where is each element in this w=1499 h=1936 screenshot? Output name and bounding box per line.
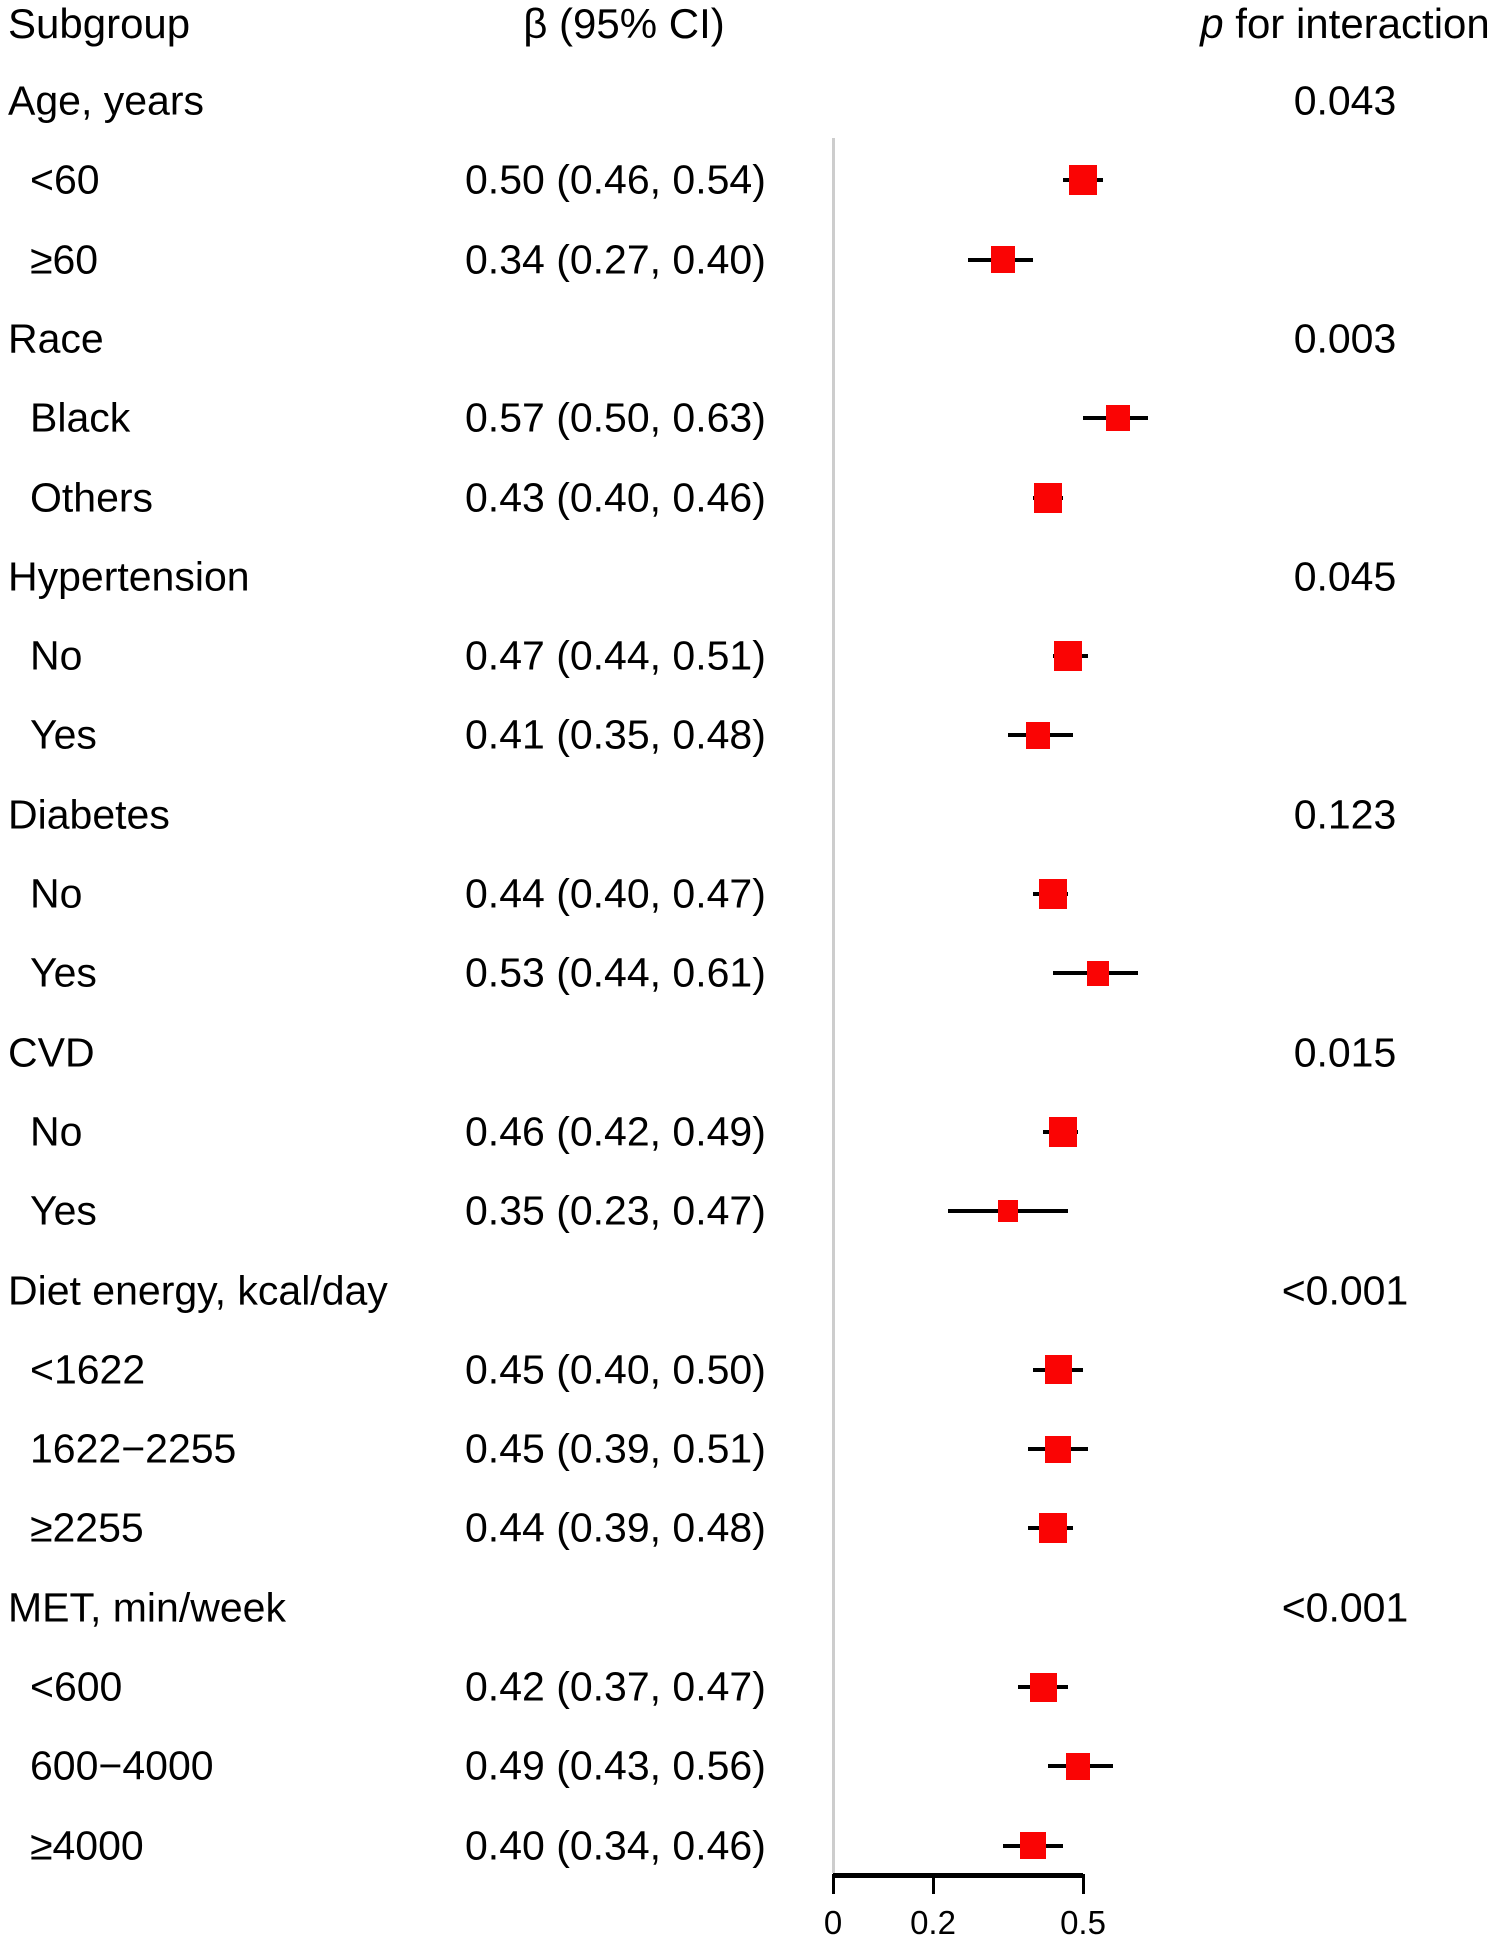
point-estimate-marker: [1049, 1116, 1077, 1147]
p-interaction-value: 0.123: [1293, 791, 1397, 838]
p-interaction-value: 0.015: [1293, 1029, 1397, 1076]
p-italic-letter: p: [1200, 0, 1224, 47]
x-axis-tick-label: 0.2: [910, 1904, 956, 1936]
column-header-beta-ci: β (95% CI): [523, 0, 725, 47]
x-axis-line: [833, 1873, 1083, 1878]
subgroup-row-label: No: [30, 1108, 83, 1155]
group-label: Diet energy, kcal/day: [8, 1267, 388, 1313]
subgroup-row-label: Others: [30, 474, 154, 520]
point-estimate-marker: [997, 1199, 1019, 1223]
subgroup-row-label: Yes: [30, 1187, 97, 1234]
beta-ci-value: 0.40 (0.34, 0.46): [465, 1822, 766, 1869]
subgroup-row-label: 1622−2255: [30, 1425, 237, 1472]
point-estimate-marker: [1039, 879, 1067, 909]
subgroup-row-label: <600: [30, 1663, 123, 1710]
p-interaction-value: 0.043: [1293, 77, 1397, 124]
point-estimate-marker: [1054, 641, 1082, 672]
p-interaction-value: <0.001: [1281, 1267, 1409, 1313]
subgroup-row-label: No: [30, 870, 83, 917]
beta-ci-value: 0.35 (0.23, 0.47): [465, 1187, 766, 1234]
point-estimate-marker: [1069, 165, 1097, 196]
zero-reference-line: [831, 138, 835, 1873]
beta-ci-value: 0.43 (0.40, 0.46): [465, 474, 766, 520]
column-header-subgroup: Subgroup: [8, 0, 191, 47]
beta-ci-value: 0.34 (0.27, 0.40): [465, 236, 766, 283]
beta-ci-value: 0.45 (0.40, 0.50): [465, 1346, 766, 1393]
column-header-p-interaction: p for interaction: [1195, 3, 1495, 45]
x-axis-tick: [1081, 1874, 1085, 1894]
p-interaction-value: <0.001: [1281, 1584, 1409, 1631]
point-estimate-marker: [1105, 404, 1131, 432]
subgroup-row-label: ≥2255: [30, 1504, 144, 1551]
group-label: CVD: [8, 1029, 95, 1076]
point-estimate-marker: [1039, 1513, 1067, 1544]
group-label: MET, min/week: [8, 1584, 286, 1631]
p-interaction-value: 0.003: [1293, 315, 1397, 362]
subgroup-row-label: <1622: [30, 1346, 146, 1393]
group-label: Diabetes: [8, 791, 170, 838]
subgroup-row-label: No: [30, 632, 83, 679]
point-estimate-marker: [1034, 482, 1062, 513]
beta-ci-value: 0.57 (0.50, 0.63): [465, 394, 766, 441]
x-axis-tick: [931, 1874, 935, 1894]
p-interaction-value: 0.045: [1293, 553, 1397, 600]
beta-ci-value: 0.49 (0.43, 0.56): [465, 1742, 766, 1789]
subgroup-row-label: 600−4000: [30, 1742, 214, 1789]
subgroup-row-label: <60: [30, 156, 100, 203]
group-label: Race: [8, 315, 104, 362]
point-estimate-marker: [1025, 722, 1051, 749]
group-label: Age, years: [8, 77, 204, 124]
beta-ci-value: 0.44 (0.39, 0.48): [465, 1504, 766, 1551]
point-estimate-marker: [1045, 1435, 1071, 1463]
group-label: Hypertension: [8, 553, 250, 600]
x-axis-tick-label: 0: [823, 1904, 843, 1936]
point-estimate-marker: [1065, 1753, 1091, 1780]
point-estimate-marker: [1044, 1355, 1072, 1385]
beta-ci-value: 0.46 (0.42, 0.49): [465, 1108, 766, 1155]
subgroup-row-label: Yes: [30, 711, 97, 758]
point-estimate-marker: [1029, 1672, 1057, 1702]
beta-ci-value: 0.45 (0.39, 0.51): [465, 1425, 766, 1472]
beta-ci-value: 0.42 (0.37, 0.47): [465, 1663, 766, 1710]
p-header-rest: for interaction: [1223, 0, 1490, 47]
point-estimate-marker: [1020, 1832, 1046, 1860]
beta-ci-value: 0.47 (0.44, 0.51): [465, 632, 766, 679]
subgroup-row-label: Black: [30, 394, 131, 441]
subgroup-row-label: ≥60: [30, 236, 99, 283]
point-estimate-marker: [990, 246, 1016, 273]
x-axis-tick-label: 0.5: [1060, 1904, 1106, 1936]
beta-ci-value: 0.53 (0.44, 0.61): [465, 949, 766, 996]
beta-ci-value: 0.41 (0.35, 0.48): [465, 711, 766, 758]
point-estimate-marker: [1086, 961, 1110, 986]
subgroup-row-label: Yes: [30, 949, 97, 996]
beta-ci-value: 0.44 (0.40, 0.47): [465, 870, 766, 917]
beta-ci-value: 0.50 (0.46, 0.54): [465, 156, 766, 203]
subgroup-row-label: ≥4000: [30, 1822, 144, 1869]
x-axis-tick: [831, 1874, 835, 1894]
